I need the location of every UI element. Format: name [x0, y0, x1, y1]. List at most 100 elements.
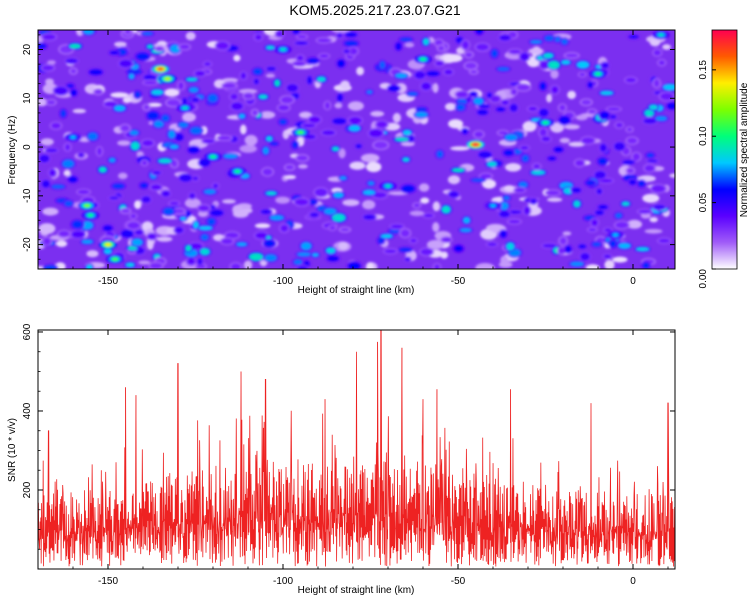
- spectrogram-blob: [377, 237, 384, 244]
- spectrogram-blob: [296, 155, 308, 162]
- spectrogram-low-patch: [338, 241, 349, 250]
- spectrogram-x-axis: -150 -100 -50 0: [37, 30, 669, 287]
- spectrogram-blob: [591, 219, 598, 227]
- spectrogram-blob: [186, 77, 198, 82]
- spectrogram-low-patch: [567, 90, 576, 100]
- spectrogram-blob: [594, 171, 606, 179]
- spectrogram-hotspot: [490, 204, 496, 208]
- spectrogram-blob: [81, 239, 93, 244]
- spectrogram-low-patch: [164, 88, 180, 97]
- spectrogram-blob: [240, 72, 247, 80]
- spectrogram-low-patch: [644, 229, 663, 234]
- spectrogram-blob: [307, 76, 313, 85]
- spectrogram-blob: [169, 201, 179, 206]
- spectrogram-low-patch: [482, 179, 497, 189]
- spectrogram-blob: [499, 210, 510, 218]
- spectrogram-blob: [68, 176, 78, 183]
- spectrogram-low-patch: [184, 198, 201, 209]
- spectrogram-blob: [89, 69, 103, 76]
- spectrogram-blob: [643, 118, 657, 124]
- spectrogram-low-patch: [504, 185, 515, 192]
- spectrogram-low-patch: [546, 93, 553, 103]
- spectrogram-blob: [304, 134, 316, 140]
- snr-x-label: Height of straight line (km): [298, 585, 415, 596]
- spectrogram-blob: [615, 122, 623, 128]
- spectrogram-blob: [658, 238, 670, 243]
- spectrogram-blob: [253, 78, 259, 85]
- spectrogram-hotspot: [112, 257, 118, 261]
- spectrogram-blob: [280, 224, 289, 232]
- spectrogram-blob: [399, 247, 412, 252]
- spectrogram-blob: [509, 49, 521, 54]
- spectrogram-blob: [363, 214, 376, 220]
- spectrogram-blob: [161, 114, 170, 122]
- spectrogram-blob: [58, 230, 70, 237]
- spectrogram-blob: [368, 129, 383, 138]
- spectrogram-low-patch: [356, 66, 364, 76]
- spectrogram-hotspot: [157, 67, 164, 71]
- spectrogram-blob: [200, 248, 210, 255]
- x-tick-label: 0: [630, 576, 636, 587]
- spectrogram-hotspot: [70, 135, 76, 139]
- spectrogram-blob: [436, 150, 443, 158]
- spectrogram-blob: [373, 141, 388, 149]
- spectrogram-blob: [636, 247, 649, 251]
- spectrogram-blob: [520, 145, 529, 150]
- spectrogram-blob: [530, 198, 537, 204]
- spectrogram-low-patch: [349, 161, 366, 170]
- spectrogram-blob: [265, 191, 277, 196]
- spectrogram-low-patch: [392, 112, 401, 123]
- x-tick-label: -50: [451, 576, 466, 587]
- spectrogram-blob: [41, 180, 51, 188]
- spectrogram-blob: [264, 239, 275, 248]
- spectrogram-blob: [109, 196, 119, 200]
- spectrogram-blob: [626, 127, 633, 132]
- spectrogram-blob: [618, 243, 631, 249]
- x-tick-label: -100: [273, 276, 293, 287]
- spectrogram-blob: [230, 263, 241, 269]
- spectrogram-blob: [127, 221, 140, 230]
- spectrogram-blob: [407, 92, 418, 96]
- spectrogram-blob: [546, 190, 560, 195]
- spectrogram-blob: [337, 93, 343, 102]
- spectrogram-blob: [471, 178, 485, 182]
- colorbar-tick-label: 0.15: [698, 60, 709, 80]
- spectrogram-hotspot: [182, 106, 188, 110]
- spectrogram-low-patch: [299, 111, 312, 119]
- spectrogram-blob: [337, 59, 345, 68]
- spectrogram-blob: [319, 54, 329, 58]
- spectrogram-low-patch: [221, 199, 236, 204]
- spectrogram-hotspot: [385, 184, 391, 188]
- spectrogram-low-patch: [254, 223, 271, 229]
- spectrogram-blob: [285, 164, 294, 170]
- spectrogram-blob: [332, 146, 340, 151]
- spectrogram-blob: [161, 190, 170, 197]
- spectrogram-blob: [302, 123, 316, 128]
- spectrogram-blob: [478, 151, 492, 159]
- spectrogram-blob: [125, 262, 135, 267]
- spectrogram-blob: [390, 224, 404, 229]
- spectrogram-low-patch: [547, 197, 563, 202]
- colorbar-tick-label: 0.00: [698, 269, 709, 289]
- spectrogram-blob: [363, 190, 376, 195]
- spectrogram-blob: [231, 102, 244, 111]
- spectrogram-low-patch: [443, 53, 463, 63]
- spectrogram-y-label: Frequency (Hz): [7, 116, 18, 185]
- spectrogram-low-patch: [118, 172, 128, 180]
- x-tick-label: -100: [273, 576, 293, 587]
- spectrogram-low-patch: [486, 223, 505, 232]
- spectrogram-hotspot: [234, 169, 241, 173]
- spectrogram-blob: [266, 136, 273, 142]
- spectrogram-blob: [172, 208, 185, 214]
- spectrogram-blob: [476, 43, 489, 51]
- spectrogram-blob: [276, 31, 284, 37]
- spectrogram-blob: [293, 61, 306, 66]
- spectrogram-blob: [626, 137, 638, 144]
- spectrogram-blob: [127, 246, 138, 251]
- spectrogram-low-patch: [342, 199, 360, 207]
- spectrogram-blob: [143, 74, 157, 81]
- spectrogram-low-patch: [134, 200, 142, 210]
- spectrogram-blob: [170, 44, 181, 53]
- spectrogram-blob: [380, 234, 393, 239]
